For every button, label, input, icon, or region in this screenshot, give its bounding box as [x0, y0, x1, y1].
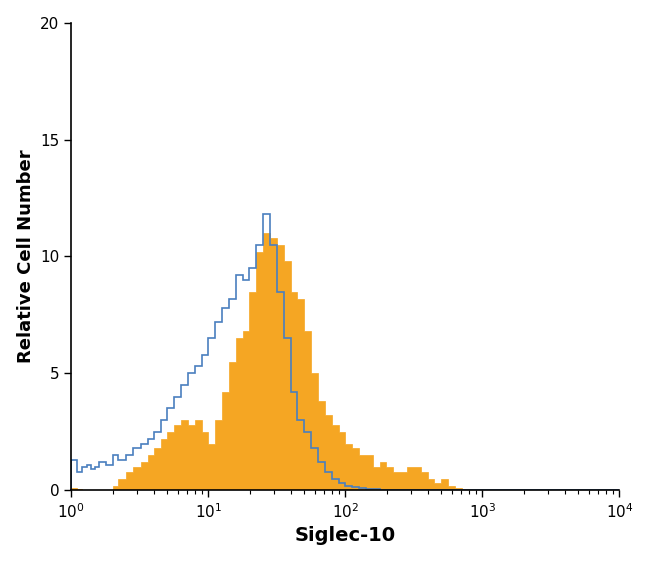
Y-axis label: Relative Cell Number: Relative Cell Number — [17, 149, 34, 363]
X-axis label: Siglec-10: Siglec-10 — [295, 527, 396, 545]
